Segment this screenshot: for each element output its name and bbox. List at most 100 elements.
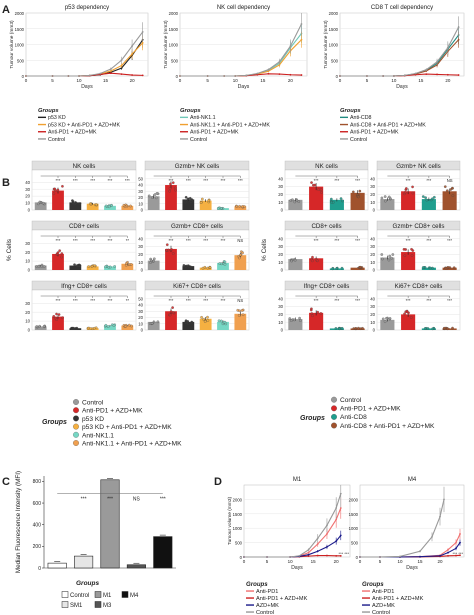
data-dot — [311, 255, 314, 259]
significance-label: *** *** — [339, 551, 350, 556]
significance-label: *** — [334, 178, 339, 183]
x-tick-label: 0 — [243, 559, 246, 564]
significance-label: *** *** — [453, 551, 464, 556]
data-point — [88, 74, 91, 77]
y-tick-label: 10 — [138, 201, 143, 206]
data-point — [366, 75, 368, 77]
data-dot — [219, 319, 223, 323]
panel-letter-c: C — [2, 476, 10, 488]
legend-label: Control — [372, 610, 390, 615]
y-tick-label: 20 — [370, 312, 375, 317]
data-point — [393, 75, 395, 77]
legend-swatch — [331, 413, 337, 420]
data-dot — [75, 326, 79, 330]
x-tick-label: 5 — [206, 78, 209, 83]
data-dot — [237, 314, 241, 317]
x-tick-label: 20 — [334, 559, 340, 564]
significance-label: *** — [334, 238, 339, 243]
series-line — [340, 26, 460, 77]
data-dot — [241, 251, 244, 255]
significance-label: NS — [237, 298, 243, 303]
bar — [126, 564, 146, 569]
bar — [147, 260, 160, 270]
significance-label: *** — [73, 298, 78, 303]
y-tick-label: 1500 — [329, 27, 339, 32]
legend-label: AZD+MK — [256, 603, 279, 609]
data-dot — [38, 324, 41, 328]
data-point — [131, 74, 133, 76]
data-dot — [41, 201, 45, 205]
bar — [288, 199, 303, 210]
data-dot — [153, 193, 157, 196]
significance-label: *** — [90, 238, 95, 243]
data-dot — [188, 196, 192, 200]
facet: Ki67+ CD8+ cells 0 10 20 30 40 *** *** *** — [370, 280, 461, 333]
x-tick-label: 5 — [266, 559, 269, 564]
data-dot — [298, 316, 301, 320]
y-tick-label: 0 — [373, 268, 376, 273]
y-tick-label: 30 — [370, 304, 375, 309]
data-point — [267, 70, 270, 73]
data-point — [300, 23, 303, 25]
data-dot — [112, 324, 116, 327]
data-point — [234, 75, 237, 77]
data-dot — [352, 327, 356, 330]
data-dot — [383, 320, 387, 324]
plot-area — [31, 169, 137, 211]
data-dot — [152, 320, 156, 324]
x-axis-label: Days — [291, 565, 303, 571]
data-dot — [330, 200, 333, 204]
data-dot — [451, 194, 455, 197]
bar — [69, 202, 82, 210]
data-dot — [208, 266, 212, 269]
y-tick-label: 0 — [356, 555, 359, 560]
data-dot — [218, 262, 222, 265]
data-point — [335, 518, 338, 521]
data-dot — [290, 319, 293, 322]
data-dot — [38, 200, 42, 204]
data-point — [67, 75, 70, 77]
bar — [69, 265, 82, 270]
data-point — [335, 540, 338, 543]
x-tick-label: 0 — [179, 78, 182, 83]
significance-label: *** — [426, 298, 431, 303]
bar — [165, 248, 177, 270]
data-dot — [410, 254, 414, 257]
x-tick-label: 10 — [397, 559, 403, 564]
y-tick-label: 0 — [38, 566, 41, 572]
data-point — [307, 555, 310, 558]
facet-title: Gzmb+ CD8+ cells — [171, 223, 223, 230]
y-tick-label: 30 — [25, 241, 30, 246]
data-dot — [71, 201, 75, 204]
bar — [104, 325, 116, 330]
data-point — [300, 74, 303, 76]
data-dot — [88, 202, 92, 206]
data-point — [131, 53, 133, 55]
data-point — [446, 73, 449, 76]
data-dot — [425, 198, 429, 202]
legend-swatch — [94, 601, 102, 608]
data-dot — [384, 199, 387, 203]
plot-area — [144, 229, 250, 271]
data-dot — [388, 254, 392, 258]
y-tick-label: 10 — [370, 260, 375, 265]
bar — [165, 311, 177, 330]
y-tick-label: 20 — [278, 312, 283, 317]
legend-label: Control — [256, 610, 274, 615]
y-tick-label: 20 — [138, 252, 143, 257]
facet-title: NK cells — [315, 163, 338, 170]
significance-label: *** — [314, 298, 319, 303]
legend-swatch — [73, 407, 79, 414]
x-tick-label: 20 — [437, 559, 443, 564]
data-dot — [411, 191, 415, 195]
data-dot — [299, 319, 302, 322]
data-point — [339, 534, 342, 537]
bar — [34, 265, 47, 270]
data-dot — [40, 265, 43, 268]
significance-label: *** — [314, 178, 319, 183]
data-dot — [340, 266, 344, 270]
significance-label: *** — [56, 238, 61, 243]
significance-label: *** — [90, 298, 95, 303]
y-tick-label: 0 — [336, 74, 339, 79]
